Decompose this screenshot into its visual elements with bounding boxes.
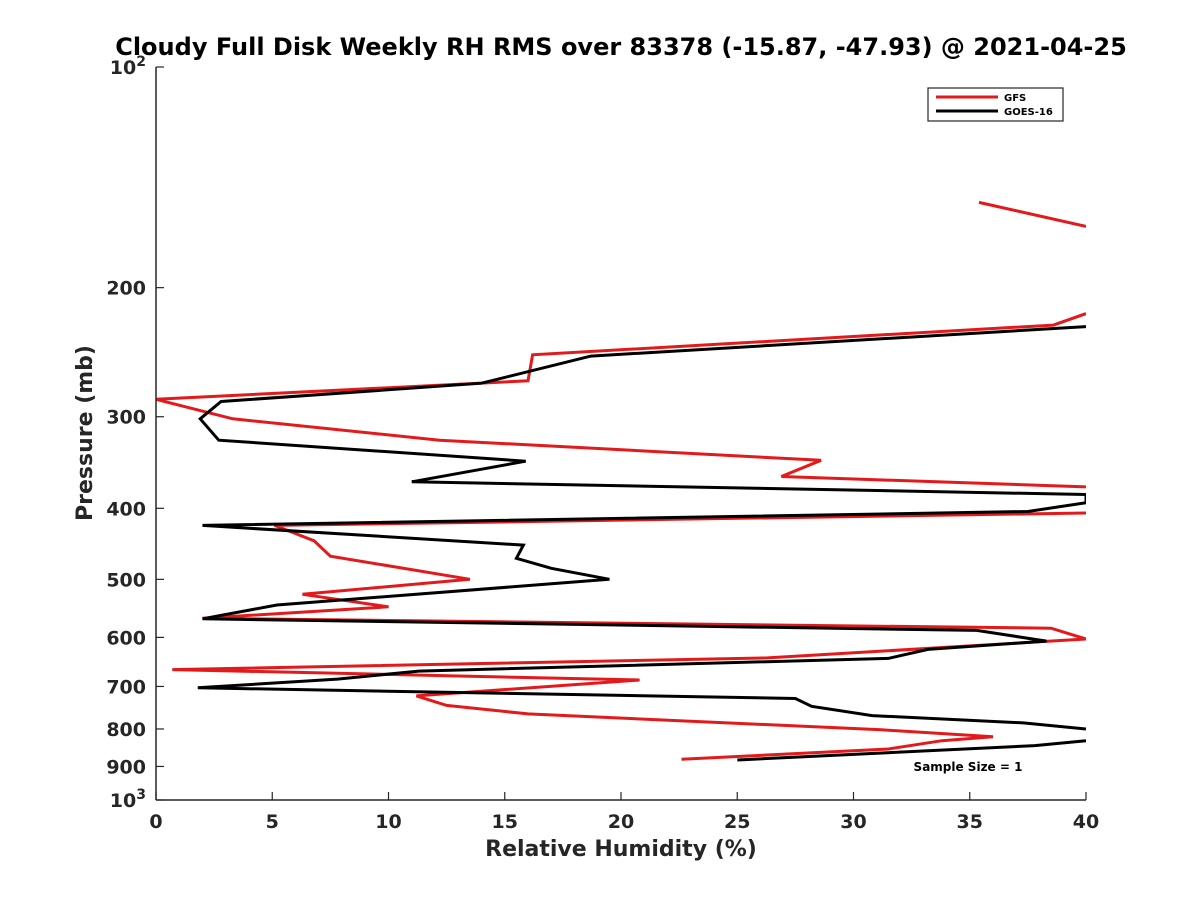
series-goes-16 (197, 325, 1086, 762)
x-tick-label: 5 (266, 811, 279, 833)
plot-area: 0 5 10 15 20 25 30 35 40 102 200 300 400 500 600 700 800… (106, 54, 1099, 833)
series-line (978, 200, 1086, 228)
chart-title: Cloudy Full Disk Weekly RH RMS over 8337… (115, 33, 1127, 61)
series-line (737, 739, 1086, 762)
y-tick-label: 200 (106, 278, 146, 300)
y-axis-label: Pressure (mb) (73, 345, 98, 521)
legend-box (927, 87, 1064, 122)
x-tick-label: 40 (1073, 811, 1099, 833)
series-line (197, 325, 1086, 731)
y-tick-label: 300 (106, 407, 146, 429)
series-line (156, 312, 1086, 489)
x-tick-label: 20 (608, 811, 634, 833)
x-tick-label: 0 (149, 811, 162, 833)
y-tick-label: 102 (110, 54, 146, 79)
y-tick-label: 700 (106, 676, 146, 698)
legend-entry: GOES-16 (1004, 107, 1053, 118)
x-tick-label: 30 (840, 811, 866, 833)
x-axis-label: Relative Humidity (%) (485, 837, 757, 862)
y-tick-label: 103 (110, 787, 146, 812)
x-tick-label: 15 (492, 811, 518, 833)
y-tick-label: 900 (106, 756, 146, 778)
x-tick-label: 25 (724, 811, 750, 833)
x-tick-label: 35 (957, 811, 983, 833)
legend: GFS GOES-16 (927, 87, 1064, 122)
series-layer (156, 200, 1086, 762)
legend-entry: GFS (1004, 93, 1026, 104)
series-gfs (156, 200, 1086, 761)
y-tick-label: 500 (106, 569, 146, 591)
x-tick-label: 10 (375, 811, 401, 833)
axes-layer: 0 5 10 15 20 25 30 35 40 102 200 300 400 500 600 700 800… (106, 54, 1099, 833)
sample-size-annotation: Sample Size = 1 (914, 760, 1023, 774)
y-tick-label: 400 (106, 498, 146, 520)
series-line (172, 511, 1086, 761)
y-tick-label: 600 (106, 627, 146, 649)
y-tick-label: 800 (106, 719, 146, 741)
